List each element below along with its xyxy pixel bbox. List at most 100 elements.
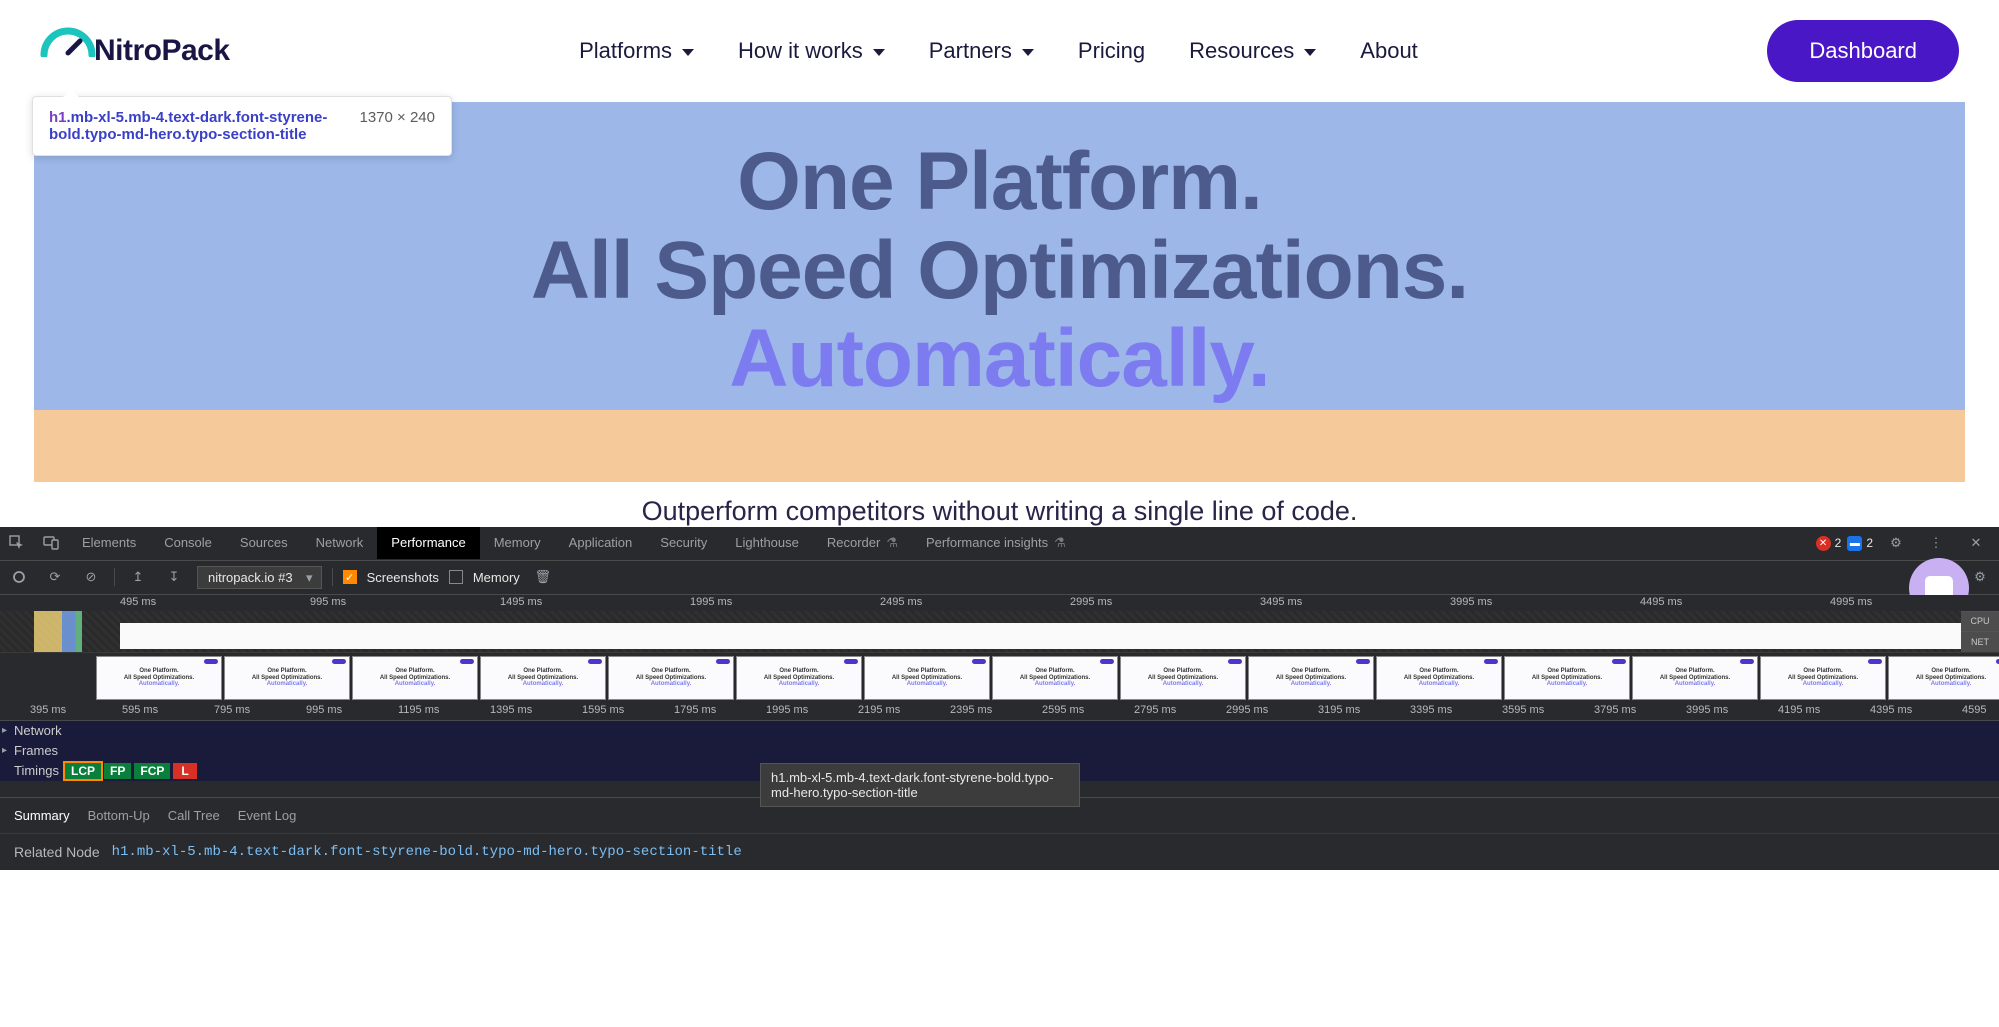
filmstrip-frame[interactable]: One Platform.All Speed Optimizations.Aut… (1504, 656, 1630, 700)
ruler-tick: 3195 ms (1318, 704, 1360, 716)
more-menu-icon[interactable]: ⋮ (1919, 526, 1953, 560)
site-navigation: NitroPack PlatformsHow it worksPartnersP… (0, 0, 1999, 102)
hero-section: One Platform. All Speed Optimizations. A… (0, 102, 1999, 482)
screenshots-filmstrip[interactable]: One Platform.All Speed Optimizations.Aut… (0, 653, 1999, 703)
devtools-tab-application[interactable]: Application (555, 527, 647, 559)
overview-tick: 995 ms (310, 596, 346, 608)
ruler-tick: 1595 ms (582, 704, 624, 716)
overview-tick: 3495 ms (1260, 596, 1302, 608)
filmstrip-frame[interactable]: One Platform.All Speed Optimizations.Aut… (736, 656, 862, 700)
ruler-tick: 1195 ms (398, 704, 439, 716)
ruler-tick: 3395 ms (1410, 704, 1452, 716)
devtools-tab-memory[interactable]: Memory (480, 527, 555, 559)
nav-item-how-it-works[interactable]: How it works (738, 38, 885, 64)
details-tab-event-log[interactable]: Event Log (238, 808, 297, 823)
overview-activity-burst (34, 611, 114, 652)
filmstrip-frame[interactable]: One Platform.All Speed Optimizations.Aut… (352, 656, 478, 700)
filmstrip-frame[interactable]: One Platform.All Speed Optimizations.Aut… (1888, 656, 1999, 700)
ruler-tick: 2595 ms (1042, 704, 1084, 716)
load-profile-icon[interactable]: ↥ (125, 569, 151, 585)
screenshots-checkbox[interactable]: ✓ (343, 570, 357, 584)
filmstrip-frame[interactable]: One Platform.All Speed Optimizations.Aut… (224, 656, 350, 700)
details-tab-summary[interactable]: Summary (14, 808, 70, 823)
inspector-tag: h1 (49, 109, 67, 126)
info-count-badge[interactable]: ▬2 (1847, 536, 1873, 551)
filmstrip-frame[interactable]: One Platform.All Speed Optimizations.Aut… (1376, 656, 1502, 700)
devtools-tab-recorder[interactable]: Recorder⚗ (813, 527, 912, 559)
fcp-marker[interactable]: FCP (134, 763, 170, 779)
recording-select[interactable]: nitropack.io #3 (197, 566, 322, 589)
error-count-badge[interactable]: ✕2 (1816, 536, 1842, 551)
ruler-tick: 3595 ms (1502, 704, 1544, 716)
chevron-down-icon (1022, 49, 1034, 56)
lcp-marker[interactable]: LCP (65, 763, 101, 779)
devtools-tab-lighthouse[interactable]: Lighthouse (721, 527, 813, 559)
device-toolbar-icon[interactable] (34, 526, 68, 560)
beaker-icon: ⚗ (886, 535, 898, 550)
record-icon[interactable] (6, 570, 32, 584)
nav-item-about[interactable]: About (1360, 38, 1418, 64)
overview-thumbnails (120, 623, 1961, 649)
ruler-tick: 1995 ms (766, 704, 808, 716)
nav-item-platforms[interactable]: Platforms (579, 38, 694, 64)
devtools-tab-console[interactable]: Console (150, 527, 226, 559)
network-track-header[interactable]: ▸Network (0, 721, 1999, 741)
flame-chart-tracks[interactable]: ▸Network ▸Frames Timings LCP FP FCP L h1… (0, 721, 1999, 781)
timeline-overview[interactable]: 495 ms995 ms1495 ms1995 ms2495 ms2995 ms… (0, 595, 1999, 653)
hero-subheading: Outperform competitors without writing a… (0, 496, 1999, 527)
filmstrip-frame[interactable]: One Platform.All Speed Optimizations.Aut… (608, 656, 734, 700)
settings-gear-icon[interactable]: ⚙ (1879, 526, 1913, 560)
filmstrip-frame[interactable]: One Platform.All Speed Optimizations.Aut… (1760, 656, 1886, 700)
filmstrip-frame[interactable]: One Platform.All Speed Optimizations.Aut… (864, 656, 990, 700)
chevron-down-icon (682, 49, 694, 56)
nav-item-pricing[interactable]: Pricing (1078, 38, 1145, 64)
filmstrip-frame[interactable]: One Platform.All Speed Optimizations.Aut… (96, 656, 222, 700)
overview-tick: 2995 ms (1070, 596, 1112, 608)
inspector-dimensions: 1370 × 240 (360, 109, 436, 126)
close-devtools-icon[interactable]: ✕ (1959, 526, 1993, 560)
memory-checkbox[interactable] (449, 570, 463, 584)
chevron-down-icon (1304, 49, 1316, 56)
devtools-panel: ElementsConsoleSourcesNetworkPerformance… (0, 527, 1999, 870)
related-node-value[interactable]: h1.mb-xl-5.mb-4.text-dark.font-styrene-b… (112, 844, 742, 860)
overview-tick: 4495 ms (1640, 596, 1682, 608)
filmstrip-frame[interactable]: One Platform.All Speed Optimizations.Aut… (1248, 656, 1374, 700)
devtools-tab-bar: ElementsConsoleSourcesNetworkPerformance… (0, 527, 1999, 561)
related-node-row: Related Node h1.mb-xl-5.mb-4.text-dark.f… (0, 834, 1999, 870)
devtools-tab-elements[interactable]: Elements (68, 527, 150, 559)
nav-item-partners[interactable]: Partners (929, 38, 1034, 64)
nav-item-resources[interactable]: Resources (1189, 38, 1316, 64)
devtools-tab-performance[interactable]: Performance (377, 527, 479, 559)
reload-record-icon[interactable]: ⟳ (42, 569, 68, 585)
overview-ruler: 495 ms995 ms1495 ms1995 ms2495 ms2995 ms… (0, 595, 1999, 611)
frames-track-header[interactable]: ▸Frames (0, 741, 1999, 761)
capture-settings-gear-icon[interactable]: ⚙ (1967, 569, 1993, 585)
devtools-tab-sources[interactable]: Sources (226, 527, 302, 559)
clear-icon[interactable]: ⊘ (78, 569, 104, 585)
screenshots-label: Screenshots (367, 570, 439, 585)
flame-chart-ruler[interactable]: 395 ms595 ms795 ms995 ms1195 ms1395 ms15… (0, 703, 1999, 721)
devtools-tab-security[interactable]: Security (646, 527, 721, 559)
nav-items: Platforms How it works Partners Pricing Reso… (579, 38, 1418, 64)
details-tab-bottom-up[interactable]: Bottom-Up (88, 808, 150, 823)
devtools-tab-network[interactable]: Network (302, 527, 378, 559)
logo-arc-icon (40, 27, 96, 57)
overview-tick: 1495 ms (500, 596, 542, 608)
ruler-tick: 2395 ms (950, 704, 992, 716)
filmstrip-frame[interactable]: One Platform.All Speed Optimizations.Aut… (992, 656, 1118, 700)
ruler-tick: 4595 (1962, 704, 1986, 716)
dashboard-button[interactable]: Dashboard (1767, 20, 1959, 82)
ruler-tick: 4195 ms (1778, 704, 1820, 716)
details-tab-call-tree[interactable]: Call Tree (168, 808, 220, 823)
load-marker[interactable]: L (173, 763, 196, 779)
save-profile-icon[interactable]: ↧ (161, 569, 187, 585)
garbage-collect-icon[interactable]: 🗑 (530, 569, 556, 585)
devtools-tab-performance-insights[interactable]: Performance insights⚗ (912, 527, 1080, 559)
inspect-element-icon[interactable] (0, 526, 34, 560)
logo[interactable]: NitroPack (40, 34, 230, 68)
fp-marker[interactable]: FP (104, 763, 131, 779)
filmstrip-frame[interactable]: One Platform.All Speed Optimizations.Aut… (480, 656, 606, 700)
filmstrip-frame[interactable]: One Platform.All Speed Optimizations.Aut… (1632, 656, 1758, 700)
filmstrip-frame[interactable]: One Platform.All Speed Optimizations.Aut… (1120, 656, 1246, 700)
node-hover-tooltip: h1.mb-xl-5.mb-4.text-dark.font-styrene-b… (760, 763, 1080, 807)
